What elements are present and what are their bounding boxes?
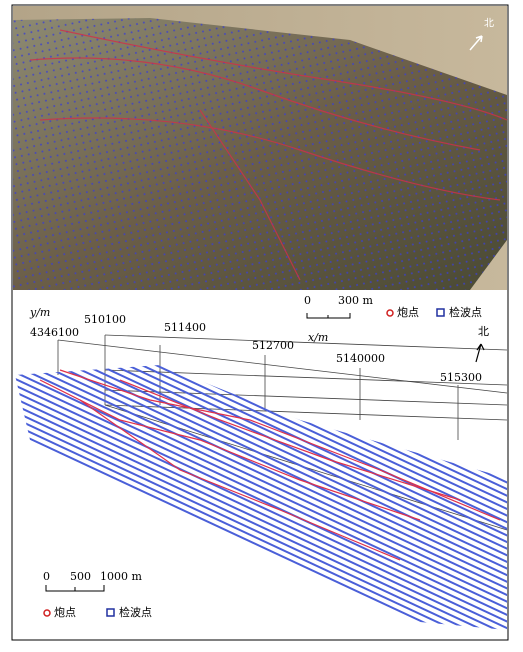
legend-label: 检波点 [449, 305, 482, 319]
north-label: 北 [484, 18, 494, 30]
frame [11, 4, 509, 641]
tick-label: 510100 [84, 313, 126, 326]
scale-bar [306, 313, 351, 319]
tick-label: 515300 [440, 371, 482, 384]
scale-label: 0 [43, 570, 50, 583]
legend-receiver [106, 608, 115, 617]
scale-bar [45, 585, 105, 592]
legend-shot [386, 309, 394, 317]
shot-lines [39, 369, 501, 561]
scale-label: 300 m [338, 294, 373, 307]
shot-lines [29, 29, 508, 281]
legend-receiver [436, 308, 445, 317]
scale-label: 0 [304, 294, 311, 307]
tick-label: 4346100 [30, 326, 79, 339]
axis-labels: y/m x/m 4346100 510100 511400 512700 514… [29, 306, 482, 384]
scale-label: 1000 m [100, 570, 142, 583]
legend-label: 炮点 [54, 606, 76, 619]
north-arrow [469, 35, 483, 51]
legend-label: 炮点 [397, 306, 419, 319]
scale-label: 500 [70, 570, 91, 583]
legend-shot [43, 609, 51, 617]
north-label: 北 [478, 325, 489, 338]
x-axis-label: x/m [308, 331, 328, 344]
receiver-lines [15, 365, 507, 630]
y-axis-label: y/m [29, 306, 50, 319]
tick-label: 511400 [164, 321, 206, 334]
legend-label: 检波点 [119, 605, 152, 619]
tick-label: 5140000 [336, 352, 385, 365]
receiver-grid [13, 18, 507, 290]
north-arrow [475, 343, 485, 363]
tick-label: 512700 [252, 339, 294, 352]
